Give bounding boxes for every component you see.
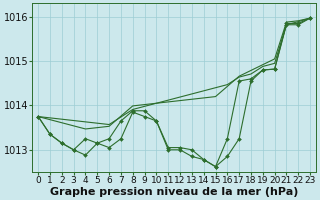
X-axis label: Graphe pression niveau de la mer (hPa): Graphe pression niveau de la mer (hPa) xyxy=(50,187,298,197)
